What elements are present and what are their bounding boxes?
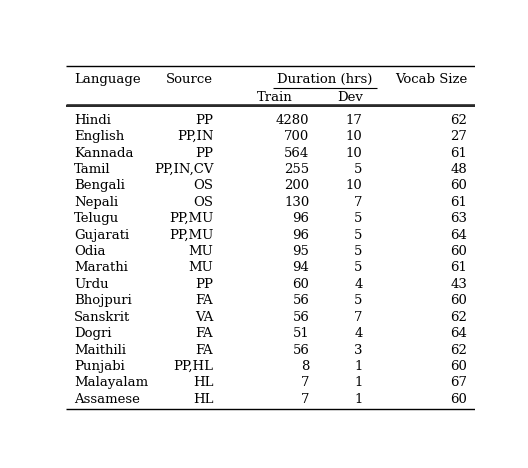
Text: 96: 96 xyxy=(293,212,309,225)
Text: 7: 7 xyxy=(301,376,309,389)
Text: Nepali: Nepali xyxy=(74,196,118,209)
Text: 4: 4 xyxy=(354,327,363,340)
Text: 27: 27 xyxy=(450,130,467,143)
Text: 255: 255 xyxy=(285,163,309,176)
Text: Dev: Dev xyxy=(337,91,363,104)
Text: PP,MU: PP,MU xyxy=(169,229,213,241)
Text: 62: 62 xyxy=(450,344,467,357)
Text: Urdu: Urdu xyxy=(74,278,109,291)
Text: 1: 1 xyxy=(354,393,363,406)
Text: Telugu: Telugu xyxy=(74,212,119,225)
Text: FA: FA xyxy=(196,327,213,340)
Text: 4280: 4280 xyxy=(276,114,309,127)
Text: HL: HL xyxy=(193,376,213,389)
Text: Train: Train xyxy=(257,91,293,104)
Text: 60: 60 xyxy=(450,245,467,258)
Text: Odia: Odia xyxy=(74,245,106,258)
Text: 64: 64 xyxy=(450,229,467,241)
Text: Duration (hrs): Duration (hrs) xyxy=(277,73,372,86)
Text: VA: VA xyxy=(195,311,213,324)
Text: Hindi: Hindi xyxy=(74,114,111,127)
Text: 7: 7 xyxy=(354,311,363,324)
Text: 5: 5 xyxy=(354,212,363,225)
Text: 4: 4 xyxy=(354,278,363,291)
Text: 1: 1 xyxy=(354,376,363,389)
Text: 60: 60 xyxy=(450,360,467,373)
Text: Malayalam: Malayalam xyxy=(74,376,148,389)
Text: Tamil: Tamil xyxy=(74,163,111,176)
Text: 61: 61 xyxy=(450,146,467,160)
Text: 3: 3 xyxy=(354,344,363,357)
Text: 5: 5 xyxy=(354,262,363,274)
Text: 5: 5 xyxy=(354,294,363,307)
Text: Bengali: Bengali xyxy=(74,179,125,192)
Text: 96: 96 xyxy=(293,229,309,241)
Text: 1: 1 xyxy=(354,360,363,373)
Text: Sanskrit: Sanskrit xyxy=(74,311,130,324)
Text: 63: 63 xyxy=(450,212,467,225)
Text: 130: 130 xyxy=(284,196,309,209)
Text: 10: 10 xyxy=(346,179,363,192)
Text: PP: PP xyxy=(195,114,213,127)
Text: FA: FA xyxy=(196,344,213,357)
Text: Language: Language xyxy=(74,73,141,86)
Text: Source: Source xyxy=(166,73,213,86)
Text: 7: 7 xyxy=(301,393,309,406)
Text: MU: MU xyxy=(188,245,213,258)
Text: 5: 5 xyxy=(354,245,363,258)
Text: 61: 61 xyxy=(450,196,467,209)
Text: FA: FA xyxy=(196,294,213,307)
Text: 200: 200 xyxy=(285,179,309,192)
Text: PP: PP xyxy=(195,146,213,160)
Text: 61: 61 xyxy=(450,262,467,274)
Text: 8: 8 xyxy=(301,360,309,373)
Text: 56: 56 xyxy=(293,344,309,357)
Text: Vocab Size: Vocab Size xyxy=(395,73,467,86)
Text: 64: 64 xyxy=(450,327,467,340)
Text: 17: 17 xyxy=(346,114,363,127)
Text: 7: 7 xyxy=(354,196,363,209)
Text: 60: 60 xyxy=(293,278,309,291)
Text: 56: 56 xyxy=(293,311,309,324)
Text: 43: 43 xyxy=(450,278,467,291)
Text: 700: 700 xyxy=(284,130,309,143)
Text: 62: 62 xyxy=(450,311,467,324)
Text: 10: 10 xyxy=(346,146,363,160)
Text: PP: PP xyxy=(195,278,213,291)
Text: 62: 62 xyxy=(450,114,467,127)
Text: PP,IN,CV: PP,IN,CV xyxy=(154,163,213,176)
Text: 10: 10 xyxy=(346,130,363,143)
Text: Assamese: Assamese xyxy=(74,393,140,406)
Text: Punjabi: Punjabi xyxy=(74,360,125,373)
Text: MU: MU xyxy=(188,262,213,274)
Text: 5: 5 xyxy=(354,163,363,176)
Text: PP,IN: PP,IN xyxy=(177,130,213,143)
Text: 564: 564 xyxy=(284,146,309,160)
Text: 60: 60 xyxy=(450,179,467,192)
Text: HL: HL xyxy=(193,393,213,406)
Text: English: English xyxy=(74,130,125,143)
Text: OS: OS xyxy=(193,179,213,192)
Text: Kannada: Kannada xyxy=(74,146,134,160)
Text: 94: 94 xyxy=(293,262,309,274)
Text: Dogri: Dogri xyxy=(74,327,112,340)
Text: 67: 67 xyxy=(450,376,467,389)
Text: Bhojpuri: Bhojpuri xyxy=(74,294,132,307)
Text: OS: OS xyxy=(193,196,213,209)
Text: Marathi: Marathi xyxy=(74,262,128,274)
Text: 60: 60 xyxy=(450,294,467,307)
Text: 56: 56 xyxy=(293,294,309,307)
Text: PP,MU: PP,MU xyxy=(169,212,213,225)
Text: 5: 5 xyxy=(354,229,363,241)
Text: 95: 95 xyxy=(293,245,309,258)
Text: 60: 60 xyxy=(450,393,467,406)
Text: Maithili: Maithili xyxy=(74,344,126,357)
Text: Gujarati: Gujarati xyxy=(74,229,129,241)
Text: PP,HL: PP,HL xyxy=(173,360,213,373)
Text: 51: 51 xyxy=(293,327,309,340)
Text: 48: 48 xyxy=(450,163,467,176)
